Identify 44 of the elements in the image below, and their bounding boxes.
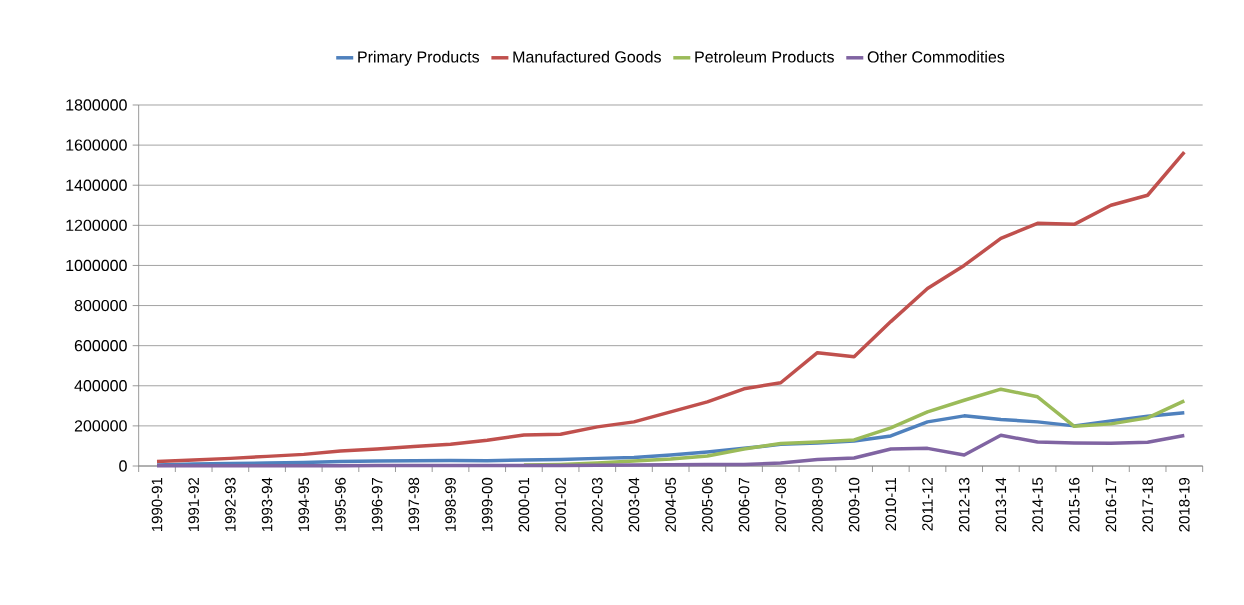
x-tick-label: 2002-03 <box>591 477 603 532</box>
x-tick-label: 2010-11 <box>885 477 897 531</box>
y-tick-label: 200000 <box>74 420 127 432</box>
x-tick-label: 2008-09 <box>812 477 823 532</box>
x-tick-label: 2009-10 <box>848 477 860 532</box>
y-tick-label: 1400000 <box>66 179 127 191</box>
legend-label: Other Commodities <box>867 50 1005 63</box>
x-tick-label: 1994-95 <box>298 477 310 532</box>
x-tick-label: 2001-02 <box>555 477 566 532</box>
legend-label: Primary Products <box>358 50 480 66</box>
y-tick-label: 1800000 <box>66 99 127 111</box>
x-tick-label: 1990-91 <box>151 477 163 532</box>
x-tick-label: 1997-98 <box>408 477 420 532</box>
line-series <box>522 387 1187 467</box>
x-tick-label: 2012-13 <box>958 477 970 532</box>
x-tick-label: 2006-07 <box>738 477 750 532</box>
legend-label: Manufactured Goods <box>513 50 661 63</box>
legend-label: Petroleum Products <box>695 50 834 63</box>
x-tick-label: 2015-16 <box>1068 477 1080 532</box>
x-tick-label: 1995-96 <box>335 477 346 532</box>
x-tick-label: 1999-00 <box>481 477 493 532</box>
x-tick-label: 1996-97 <box>371 477 383 532</box>
y-tick-label: 1600000 <box>66 139 127 151</box>
x-tick-label: 2014-15 <box>1032 477 1043 532</box>
x-tick-label: 1998-99 <box>445 477 456 532</box>
x-tick-label: 2003-04 <box>628 477 640 532</box>
x-tick-label: 2016-17 <box>1105 477 1117 532</box>
x-tick-label: 2000-01 <box>518 477 530 532</box>
y-tick-label: 400000 <box>74 380 127 392</box>
x-tick-label: 1993-94 <box>261 477 273 532</box>
y-tick-label: 600000 <box>74 340 127 352</box>
x-tick-label: 2017-18 <box>1142 477 1153 532</box>
x-tick-label: 2011-12 <box>922 477 933 531</box>
y-tick-label: 1000000 <box>66 259 127 272</box>
y-tick-label: 0 <box>119 460 127 472</box>
x-tick-label: 2007-08 <box>775 477 787 532</box>
y-tick-label: 800000 <box>74 299 127 312</box>
x-tick-label: 1991-92 <box>188 477 199 532</box>
x-tick-label: 2018-19 <box>1179 477 1190 532</box>
x-tick-label: 2013-14 <box>995 477 1007 532</box>
x-tick-label: 1992-93 <box>225 477 236 532</box>
y-tick-label: 1200000 <box>66 219 127 231</box>
x-tick-label: 2004-05 <box>665 477 676 532</box>
x-tick-label: 2005-06 <box>702 477 713 532</box>
